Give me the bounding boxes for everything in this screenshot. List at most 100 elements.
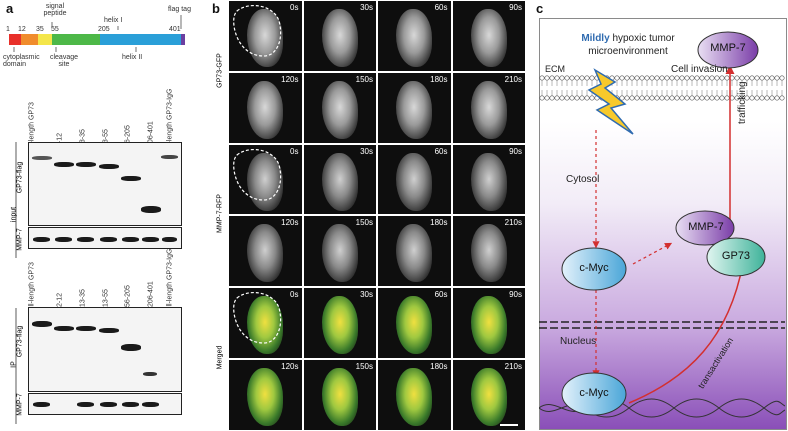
hypoxia-label-text: hypoxic tumor (612, 33, 675, 44)
gp73-label: GP73 (721, 250, 751, 262)
cell-image (396, 296, 432, 355)
blot-band (121, 176, 141, 181)
domain-map-arrows (13, 15, 182, 52)
lipid-head (614, 75, 620, 81)
row-label-rfp: MMP-7-RFP (216, 194, 224, 233)
lipid-head (754, 95, 760, 101)
lipid-head (589, 95, 595, 101)
micrograph-gp73-gfp-150s: 150s (302, 71, 377, 144)
lipid-head (759, 95, 765, 101)
lipid-head (679, 75, 685, 81)
lipid-head (544, 95, 550, 101)
lipid-head (634, 95, 640, 101)
lipid-head (659, 75, 665, 81)
lipid-head (684, 75, 690, 81)
blot-band (143, 372, 157, 376)
pos-35: 35 (36, 26, 44, 33)
lipid-head (554, 75, 560, 81)
lipid-head (759, 75, 765, 81)
lipid-head (754, 75, 760, 81)
lipid-head (714, 95, 720, 101)
cell-image (321, 80, 358, 139)
lipid-head (624, 95, 630, 101)
lipid-head (569, 95, 575, 101)
ip-blot2-label: MMP-7 (16, 393, 24, 416)
blot-band (99, 164, 119, 169)
lipid-head (709, 95, 715, 101)
lipid-head (664, 95, 670, 101)
blot-band (77, 237, 94, 242)
row-label-merged: Merged (216, 345, 224, 370)
lipid-head (624, 75, 630, 81)
gp73-node (706, 237, 766, 277)
micrograph-merged-180s: 180s (377, 359, 452, 431)
lipid-head (639, 75, 645, 81)
lipid-head (769, 95, 775, 101)
lipid-head (664, 75, 670, 81)
input-blot2-label: MMP-7 (16, 228, 24, 251)
lipid-head (559, 75, 565, 81)
lipid-head (654, 95, 660, 101)
micrograph-merged-210s: 210s (451, 359, 526, 431)
mmp7-top-node (697, 31, 759, 69)
panel-c-letter: c (536, 1, 544, 16)
ip-gp73-blot (28, 307, 182, 392)
cell-invasion-label: Cell invasion (671, 64, 728, 75)
lipid-head (714, 75, 720, 81)
frame-time-label: 0s (290, 3, 299, 12)
micrograph-mmp-7-rfp-0s: 0s (228, 143, 303, 216)
lipid-head (539, 75, 545, 81)
lipid-head (564, 75, 570, 81)
ip-mmp7-blot (28, 393, 182, 415)
frame-time-label: 60s (434, 146, 448, 156)
lipid-head (629, 75, 635, 81)
blot-band (76, 326, 96, 331)
hypoxia-label: Mildly hypoxic tumor microenvironment (568, 33, 688, 58)
pos-1: 1 (6, 26, 10, 33)
lipid-head (724, 95, 730, 101)
lipid-head (659, 95, 665, 101)
micrograph-mmp-7-rfp-210s: 210s (451, 215, 526, 288)
micrograph-gp73-gfp-30s: 30s (302, 0, 377, 72)
panel-a-letter: a (6, 1, 14, 16)
lipid-head (574, 75, 580, 81)
lipid-head (679, 95, 685, 101)
domain-cleavage (38, 34, 52, 45)
lipid-head (699, 95, 705, 101)
cell-image (321, 9, 358, 67)
micrograph-mmp-7-rfp-90s: 90s (451, 143, 526, 216)
cell-image (396, 152, 432, 211)
cell-image (396, 224, 432, 283)
lipid-head (779, 75, 785, 81)
cell-image (321, 296, 358, 355)
cell-image (470, 224, 507, 283)
lipid-head (619, 75, 625, 81)
lipid-head (654, 75, 660, 81)
lipid-head (644, 75, 650, 81)
domain-helix-1 (52, 34, 100, 45)
lipid-head (634, 75, 640, 81)
lipid-head (674, 95, 680, 101)
micrograph-mmp-7-rfp-180s: 180s (377, 215, 452, 288)
lipid-head (779, 95, 785, 101)
cell-image (396, 9, 432, 67)
lipid-head (689, 95, 695, 101)
blot-band (33, 402, 50, 407)
blot-band (32, 156, 52, 160)
arrow-transactivation (628, 260, 747, 404)
lipid-head (579, 75, 585, 81)
cell-diagram (539, 31, 785, 418)
mmp7-top-label: MMP-7 (710, 42, 746, 54)
micrograph-merged-150s: 150s (302, 359, 377, 431)
cell-image (470, 368, 507, 426)
lipid-head (674, 75, 680, 81)
pos-55: 55 (51, 26, 59, 33)
cell-image (396, 80, 432, 139)
blot-band (122, 402, 139, 407)
lipid-head (684, 95, 690, 101)
lipid-head (649, 95, 655, 101)
micrograph-merged-60s: 60s (377, 287, 452, 359)
micrograph-mmp-7-rfp-150s: 150s (302, 215, 377, 288)
lipid-head (764, 75, 770, 81)
domain-bar (9, 34, 185, 45)
